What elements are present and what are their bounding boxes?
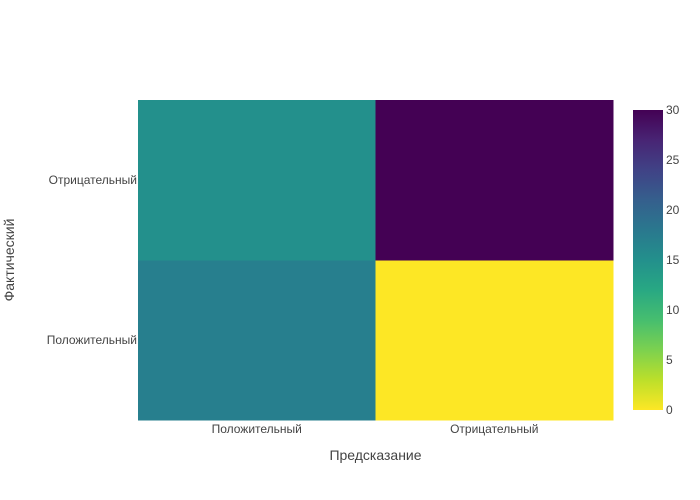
- colorbar-tick-label: 20: [666, 203, 680, 217]
- colorbar-tick-label: 25: [666, 153, 680, 167]
- colorbar-gradient: [633, 110, 663, 410]
- x-axis-ticks: Положительный Отрицательный: [212, 422, 539, 436]
- heatmap-cell: [375, 260, 614, 421]
- y-axis-title: Фактический: [1, 219, 17, 302]
- y-axis-ticks: Положительный Отрицательный: [47, 173, 137, 347]
- x-axis-title: Предсказание: [329, 447, 421, 463]
- colorbar-tick-label: 30: [666, 103, 680, 117]
- colorbar-tick-label: 5: [666, 353, 673, 367]
- y-tick-label: Положительный: [47, 333, 137, 347]
- x-tick-label: Отрицательный: [450, 422, 538, 436]
- colorbar-tick-label: 0: [666, 403, 673, 417]
- x-tick-label: Положительный: [212, 422, 302, 436]
- heatmap-cell: [138, 260, 376, 421]
- heatmap-cell: [138, 100, 376, 261]
- colorbar-ticks: 0 5 10 15 20 25 30: [666, 103, 680, 417]
- y-tick-label: Отрицательный: [49, 173, 137, 187]
- heatmap-cell: [375, 100, 614, 261]
- heatmap-cells: [138, 100, 614, 421]
- colorbar-tick-label: 10: [666, 303, 680, 317]
- colorbar: 0 5 10 15 20 25 30: [633, 103, 680, 417]
- colorbar-tick-label: 15: [666, 253, 680, 267]
